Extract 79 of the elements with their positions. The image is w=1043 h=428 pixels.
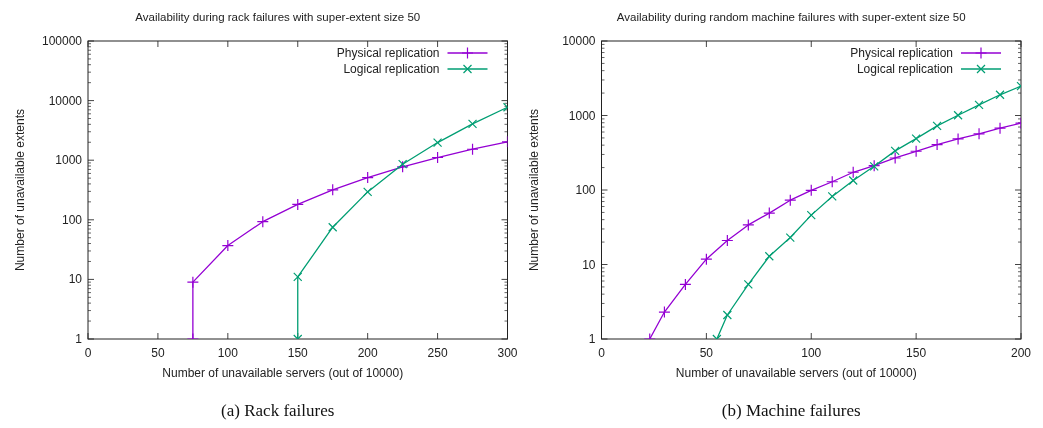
x-tick-label: 250 (427, 346, 448, 360)
point (890, 146, 900, 156)
point (805, 184, 818, 197)
point (931, 138, 944, 151)
point (763, 206, 776, 220)
x-tick-label: 100 (217, 346, 239, 360)
point (328, 222, 338, 232)
point (466, 143, 479, 156)
text: (a) Rack failures (221, 401, 335, 420)
x-tick-label: 100 (801, 346, 822, 360)
x-axis-title: Number of unavailable servers (out of 10000) (675, 366, 917, 380)
y-tick-label: 10000 (562, 34, 596, 48)
y-tick-label: 1 (75, 332, 83, 346)
point (972, 127, 986, 140)
y-axis-title: Number of unavailable extents (13, 108, 27, 272)
point (953, 110, 963, 120)
point (995, 90, 1005, 100)
legend-label: Physical replication (336, 46, 440, 60)
chart-title: Availability during random machine failures with super-extent size 50 (616, 11, 966, 23)
point (221, 239, 234, 252)
point (743, 279, 753, 290)
x-tick-label: 200 (1010, 346, 1032, 360)
point (993, 122, 1007, 135)
legend-label: Logical replication (856, 62, 953, 76)
point (889, 151, 902, 165)
x-tick-label: 50 (151, 346, 165, 360)
point (363, 187, 373, 197)
point (721, 234, 734, 247)
chart-title: Availability during rack failures with super-extent size 50 (135, 11, 421, 23)
x-tick-label: 0 (598, 346, 606, 360)
point (398, 159, 408, 169)
point (326, 183, 339, 196)
point (742, 218, 755, 231)
point (256, 215, 269, 228)
x-tick-label: 50 (699, 346, 714, 360)
x-tick-label: 150 (906, 346, 927, 360)
y-tick-label: 100000 (41, 34, 83, 48)
point (432, 137, 443, 148)
x-tick-label: 0 (84, 346, 92, 360)
point (911, 133, 921, 144)
point (785, 232, 795, 243)
x-axis-title: Number of unavailable servers (out of 10000) (162, 366, 404, 380)
point (847, 166, 860, 179)
legend-label: Logical replication (343, 62, 440, 76)
point (700, 253, 713, 266)
point (658, 305, 671, 319)
point (467, 119, 478, 129)
point (361, 171, 374, 184)
point (186, 276, 199, 289)
y-tick-label: 1000 (568, 108, 596, 123)
y-tick-label: 1 (588, 332, 596, 346)
y-axis-title: Number of unavailable extents (526, 108, 541, 272)
point (910, 145, 923, 158)
point (431, 151, 444, 164)
point (848, 175, 858, 186)
y-tick-label: 1000 (55, 153, 83, 168)
x-tick-label: 150 (287, 346, 309, 360)
point (784, 194, 797, 207)
point (291, 198, 304, 211)
point (679, 278, 692, 291)
point (396, 160, 409, 173)
point (806, 210, 816, 220)
y-tick-label: 10 (68, 272, 83, 287)
point (764, 251, 774, 261)
x-tick-label: 200 (357, 346, 378, 360)
point (951, 132, 965, 146)
text: (b) Machine failures (721, 401, 861, 420)
point (826, 175, 839, 188)
y-tick-label: 10 (582, 257, 596, 272)
y-tick-label: 100 (575, 183, 596, 197)
point (932, 121, 942, 131)
legend-label: Physical replication (850, 46, 953, 60)
y-tick-label: 10000 (48, 93, 83, 108)
point (827, 191, 837, 202)
y-tick-label: 100 (61, 212, 83, 227)
x-tick-label: 300 (497, 346, 518, 360)
point (722, 310, 732, 320)
point (974, 100, 984, 110)
point (293, 272, 303, 282)
